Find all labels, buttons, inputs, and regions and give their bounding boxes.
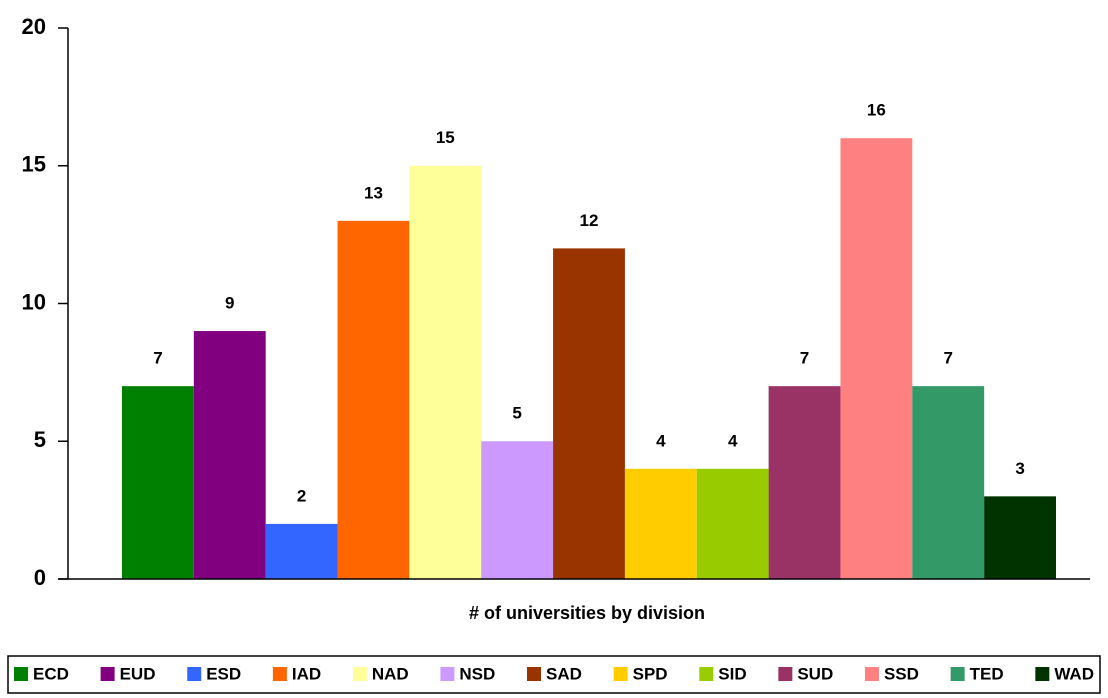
legend-label: SAD (546, 664, 582, 683)
legend-swatch (527, 667, 542, 681)
legend-swatch (100, 667, 115, 681)
legend-swatch (352, 667, 367, 681)
legend-swatch (272, 667, 287, 681)
bar (984, 496, 1056, 579)
bar (696, 468, 769, 579)
bar (193, 331, 266, 579)
y-tick-label: 10 (22, 289, 46, 314)
legend-swatch (14, 667, 28, 681)
x-axis-label: # of universities by division (469, 603, 705, 623)
data-label: 15 (436, 128, 455, 147)
legend-swatch (950, 667, 965, 681)
data-label: 7 (153, 349, 162, 368)
legend-swatch (1035, 667, 1050, 681)
data-label: 2 (297, 486, 306, 505)
bar (624, 468, 697, 579)
legend-label: NAD (372, 664, 409, 683)
legend-swatch (864, 667, 879, 681)
data-label: 12 (580, 211, 599, 230)
data-label: 16 (867, 101, 886, 120)
bar (768, 386, 841, 579)
data-label: 4 (728, 431, 738, 450)
legend-label: TED (970, 664, 1004, 683)
legend-swatch (778, 667, 793, 681)
legend-swatch (187, 667, 202, 681)
y-tick-label: 15 (22, 152, 46, 177)
legend-label: ECD (33, 664, 69, 683)
data-label: 5 (512, 404, 521, 423)
bar (912, 386, 985, 579)
legend-label: EUD (120, 664, 156, 683)
y-tick-label: 20 (22, 14, 46, 39)
data-label: 13 (364, 183, 383, 202)
legend-label: IAD (292, 664, 321, 683)
data-label: 9 (225, 294, 234, 313)
legend-label: SUD (797, 664, 833, 683)
bar (265, 523, 338, 579)
legend-swatch (613, 667, 628, 681)
bar (481, 441, 554, 579)
data-label: 7 (943, 349, 952, 368)
legend-label: NSD (459, 664, 495, 683)
bar (840, 138, 913, 579)
bar (553, 248, 625, 579)
legend-swatch (440, 667, 455, 681)
y-tick-label: 5 (34, 427, 46, 452)
data-label: 4 (656, 431, 666, 450)
legend-label: SID (718, 664, 746, 683)
bar (122, 386, 194, 579)
data-label: 3 (1015, 459, 1024, 478)
legend-label: ESD (206, 664, 241, 683)
legend-label: SSD (884, 664, 919, 683)
data-label: 7 (800, 349, 809, 368)
y-tick-label: 0 (34, 565, 46, 590)
bar (337, 220, 410, 579)
legend-swatch (699, 667, 714, 681)
bar (409, 165, 482, 579)
legend-label: WAD (1054, 664, 1094, 683)
legend-label: SPD (633, 664, 668, 683)
